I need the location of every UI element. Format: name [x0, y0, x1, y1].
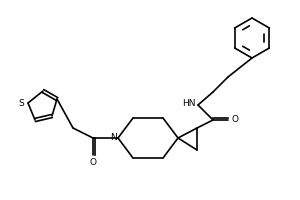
Text: S: S [18, 98, 24, 108]
Text: O: O [232, 116, 239, 124]
Text: N: N [110, 132, 117, 142]
Text: O: O [89, 158, 97, 167]
Text: HN: HN [182, 99, 196, 108]
